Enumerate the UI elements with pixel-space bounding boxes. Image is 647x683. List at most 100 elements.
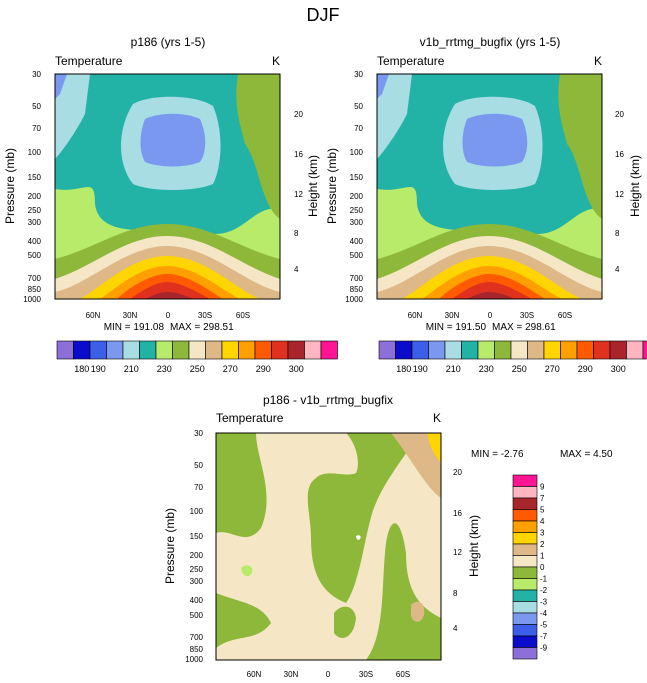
pressure-tick: 100 [28,148,42,157]
panel-b-ylabel: Pressure (mb) [325,148,339,224]
colorbar-swatch [122,340,140,360]
colorbar-swatch [139,340,157,360]
colorbar-swatch [512,555,538,568]
colorbar-swatch [626,340,644,360]
lat-tick: 0 [488,311,493,320]
colorbar-label: 230 [479,364,494,374]
colorbar-swatch [512,509,538,522]
colorbar-swatch [512,566,538,579]
colorbar-label: 0 [540,563,545,572]
colorbar-swatch [593,340,611,360]
panel-b-field-label: Temperature [377,54,445,68]
colorbar-swatch [444,340,462,360]
colorbar-swatch [512,486,538,499]
panel-a-ylabel-right: Height (km) [306,155,320,217]
height-tick: 4 [294,265,299,274]
colorbar-swatch [560,340,578,360]
colorbar-label: -7 [540,632,548,641]
colorbar-label: 290 [578,364,593,374]
colorbar-swatch [642,340,647,360]
panel-b-ylabel-right: Height (km) [628,155,642,217]
colorbar-label: 250 [512,364,527,374]
pressure-tick: 1000 [23,295,41,304]
colorbar-label: -1 [540,575,548,584]
pressure-tick: 150 [190,532,204,541]
colorbar-swatch [510,340,528,360]
height-tick: 8 [615,229,620,238]
pressure-tick: 70 [354,124,363,133]
colorbar-swatch [609,340,627,360]
colorbar-swatch [205,340,223,360]
panel-c-title: p186 - v1b_rrtmg_bugfix [263,393,393,407]
panel-c: p186 - v1b_rrtmg_bugfix Temperature K Pr… [163,393,613,679]
lat-tick: 60S [236,311,250,320]
pressure-tick: 700 [28,274,42,283]
lat-tick: 30N [445,311,460,320]
colorbar-swatch [89,340,107,360]
panel-b-pressure-ticks: 30 50 70 100 150 200 250 300 400 500 700… [345,70,363,304]
pressure-tick: 200 [28,192,42,201]
panel-c-max: MAX = 4.50 [560,449,613,460]
colorbar-swatch [56,340,74,360]
pressure-tick: 500 [190,611,204,620]
panel-c-colorbar: 9 7 5 4 3 2 1 0 -1 -2 -3 -4 -5 -7 -9 [512,474,548,660]
panel-c-pressure-ticks: 30 50 70 100 150 200 250 300 400 500 700… [185,429,203,664]
colorbar-swatch [512,589,538,602]
lat-tick: 30N [123,311,138,320]
lat-tick: 60N [247,670,262,679]
colorbar-label: 2 [540,540,545,549]
panel-c-ylabel-right: Height (km) [467,515,481,577]
pressure-tick: 850 [190,645,204,654]
colorbar-swatch [576,340,594,360]
colorbar-swatch [287,340,305,360]
pressure-tick: 300 [190,577,204,586]
pressure-tick: 500 [28,251,42,260]
height-tick: 8 [453,589,458,598]
colorbar-swatch [543,340,561,360]
colorbar-label: 190 [91,364,106,374]
colorbar-swatch [494,340,512,360]
colorbar-label: -3 [540,598,548,607]
pressure-tick: 50 [194,461,203,470]
colorbar-label: 3 [540,529,545,538]
lat-tick: 0 [326,670,331,679]
panel-b-min: MIN = 191.50 [426,322,487,333]
panel-a-colorbar: 180 190 210 230 250 270 290 300 [56,340,338,374]
panel-c-frame [215,432,442,661]
panel-a-title: p186 (yrs 1-5) [131,35,206,49]
colorbar-label: 4 [540,517,545,526]
colorbar-swatch [512,578,538,591]
colorbar-label: 5 [540,506,545,515]
colorbar-swatch [512,635,538,648]
colorbar-swatch [254,340,272,360]
pressure-tick: 250 [190,565,204,574]
pressure-tick: 150 [28,173,42,182]
colorbar-swatch [188,340,206,360]
colorbar-swatch [221,340,239,360]
panel-c-min: MIN = -2.76 [471,449,524,460]
panel-a-field-label: Temperature [55,54,123,68]
panel-c-ylabel: Pressure (mb) [163,508,177,584]
colorbar-swatch [512,647,538,660]
pressure-tick: 1000 [185,655,203,664]
pressure-tick: 500 [350,251,364,260]
pressure-tick: 50 [354,102,363,111]
panel-a-height-ticks: 20 16 12 8 4 [294,110,303,274]
colorbar-swatch [512,532,538,545]
colorbar-label: 9 [540,483,545,492]
pressure-tick: 30 [194,429,203,438]
lat-tick: 60N [408,311,423,320]
colorbar-swatch [477,340,495,360]
colorbar-swatch [73,340,91,360]
panel-a-frame [54,73,281,300]
colorbar-label: -4 [540,609,548,618]
pressure-tick: 300 [350,218,364,227]
colorbar-label: -5 [540,621,548,630]
panel-a-pressure-ticks: 30 50 70 100 150 200 250 300 400 500 700… [23,70,41,304]
pressure-tick: 200 [350,192,364,201]
pressure-tick: 400 [190,596,204,605]
panel-c-height-ticks: 20 16 12 8 4 [453,468,462,633]
height-tick: 4 [615,265,620,274]
colorbar-swatch [395,340,413,360]
height-tick: 12 [453,548,462,557]
